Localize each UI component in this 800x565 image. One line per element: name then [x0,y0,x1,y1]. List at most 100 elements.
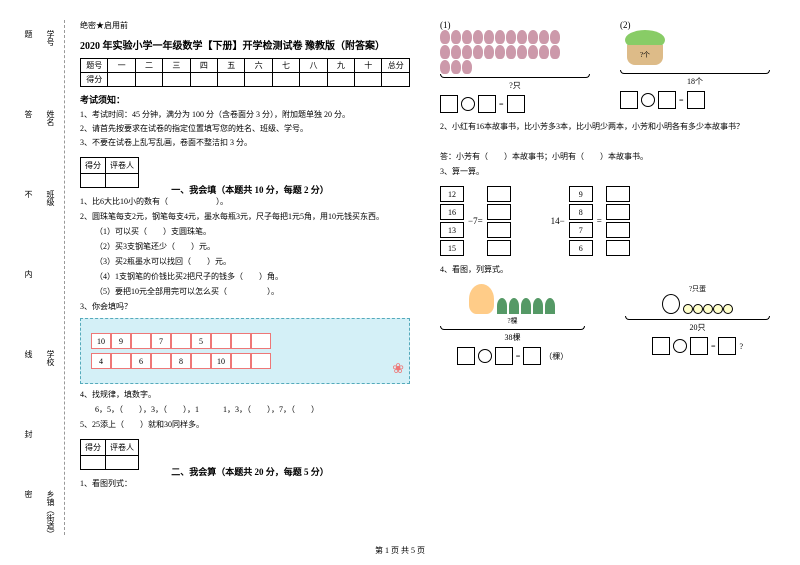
sub-question: （4）1支钢笔的价钱比买2把尺子的钱多（ ）角。 [95,271,410,283]
cell [606,240,630,256]
left-column: 绝密★启用前 2020 年实验小学一年级数学【下册】开学检测试卷 豫教版（附答案… [65,20,425,535]
unit: （棵） [544,351,568,362]
chick-icon [703,304,713,314]
operator-circle [478,349,492,363]
monkey-icon [550,45,560,59]
chick-icon [693,304,703,314]
number-row: 10 9 7 5 [91,333,399,349]
tree-problem: ?棵 38棵 = （棵） [440,284,585,365]
binding-label: 答 [23,110,34,118]
illustration [625,294,770,316]
monkey-icon [539,30,549,44]
cell [231,333,251,349]
equals: = [516,352,521,361]
score-box: 得分评卷人 [80,439,139,470]
bear-icon [469,284,494,314]
cell: 12 [440,186,464,202]
monkey-icon [550,30,560,44]
table-row: 得分 [81,73,410,87]
blank-box [523,347,541,365]
th: 八 [300,59,327,73]
label: 得分 [81,439,106,455]
unit: ? [739,342,743,351]
monkey-icon [484,30,494,44]
calc-stack: 12 16 13 15 [440,186,464,256]
cell: 13 [440,222,464,238]
monkey-icon [462,30,472,44]
binding-label: 姓名 [45,110,56,126]
cell [211,333,231,349]
question: 2、小红有16本故事书，比小芳多3本，比小明少两本，小芳和小明各有多少本故事书？ [440,121,770,133]
monkey-icon [462,45,472,59]
td: 得分 [81,73,108,87]
blank-box [478,95,496,113]
blank-box [652,337,670,355]
binding-label: 乡镇（街道） [45,490,56,535]
cell [487,222,511,238]
label: (1) [440,20,590,30]
section-title: 一、我会填（本题共 10 分，每题 2 分） [171,185,329,195]
question: 5、25添上（ ）就和30同样多。 [80,419,410,431]
calc-column: 14− 9 8 7 6 = [551,186,630,256]
monkey-icon [506,30,516,44]
sub-question: （2）买3支钢笔还少（ ）元。 [95,241,410,253]
monkey-icon [495,45,505,59]
chick-icon [683,304,693,314]
equals: = [597,216,602,226]
th: 七 [272,59,299,73]
blank-box [687,91,705,109]
cell [606,222,630,238]
cell: 8 [171,353,191,369]
th: 六 [245,59,272,73]
blank-box [457,347,475,365]
th: 十 [355,59,382,73]
answer-line: 答：小芳有（ ）本故事书；小明有（ ）本故事书。 [440,151,770,163]
binding-margin: 学号 题 姓名 答 班级 不 内 学校 线 封 乡镇（街道） 密 [15,20,65,535]
calc-stack [487,186,511,256]
brace-icon [625,316,770,320]
binding-label: 密 [23,490,34,498]
label: (2) [620,20,770,30]
equation: = ? [625,337,770,355]
label: 得分 [81,157,106,173]
brace-icon [440,74,590,78]
exam-page: 学号 题 姓名 答 班级 不 内 学校 线 封 乡镇（街道） 密 绝密★启用前 … [0,0,800,540]
confidential-label: 绝密★启用前 [80,20,410,31]
sub-question: 6，5，（ ），3，（ ），1 1，3，（ ），7，（ ） [95,404,410,416]
monkey-icon [440,60,450,74]
cell [251,353,271,369]
brace-label: 18个 [620,76,770,87]
question: 2、圆珠笔每支2元，钢笔每支4元，墨水每瓶3元，尺子每把1元5角，用10元钱买东… [80,211,410,223]
monkey-icon [517,30,527,44]
score-box: 得分评卷人 [80,157,139,188]
instruction: 1、考试时间：45 分钟，满分为 100 分（含卷面分 3 分），附加题单独 2… [80,109,410,120]
tree-icon [545,298,555,314]
page-footer: 第 1 页 共 5 页 [0,540,800,561]
basket-icon: ?个 [620,30,670,70]
blank-box [495,347,513,365]
cell: 10 [91,333,111,349]
cell: 4 [91,353,111,369]
monkey-icon [473,45,483,59]
problem-pair: (1) ?只 = (2) [440,20,770,113]
brace-label: ?只 [440,80,590,91]
tree-icon [521,298,531,314]
instruction: 2、请首先按要求在试卷的指定位置填写您的姓名、班级、学号。 [80,123,410,134]
cell: 8 [569,204,593,220]
operator: −7= [468,216,483,226]
blank-box [440,95,458,113]
th: 五 [218,59,245,73]
calc-stack [606,186,630,256]
section-title: 二、我会算（本题共 20 分，每题 5 分） [171,467,329,477]
binding-label: 内 [23,270,34,278]
equals: = [499,100,504,109]
monkey-group [440,30,560,74]
cell [111,353,131,369]
blank-box [620,91,638,109]
blank-box [658,91,676,109]
monkey-icon [473,30,483,44]
monkey-icon [495,30,505,44]
illustration [440,284,585,316]
monkey-icon [440,30,450,44]
question: 1、看图列式： [80,478,410,490]
